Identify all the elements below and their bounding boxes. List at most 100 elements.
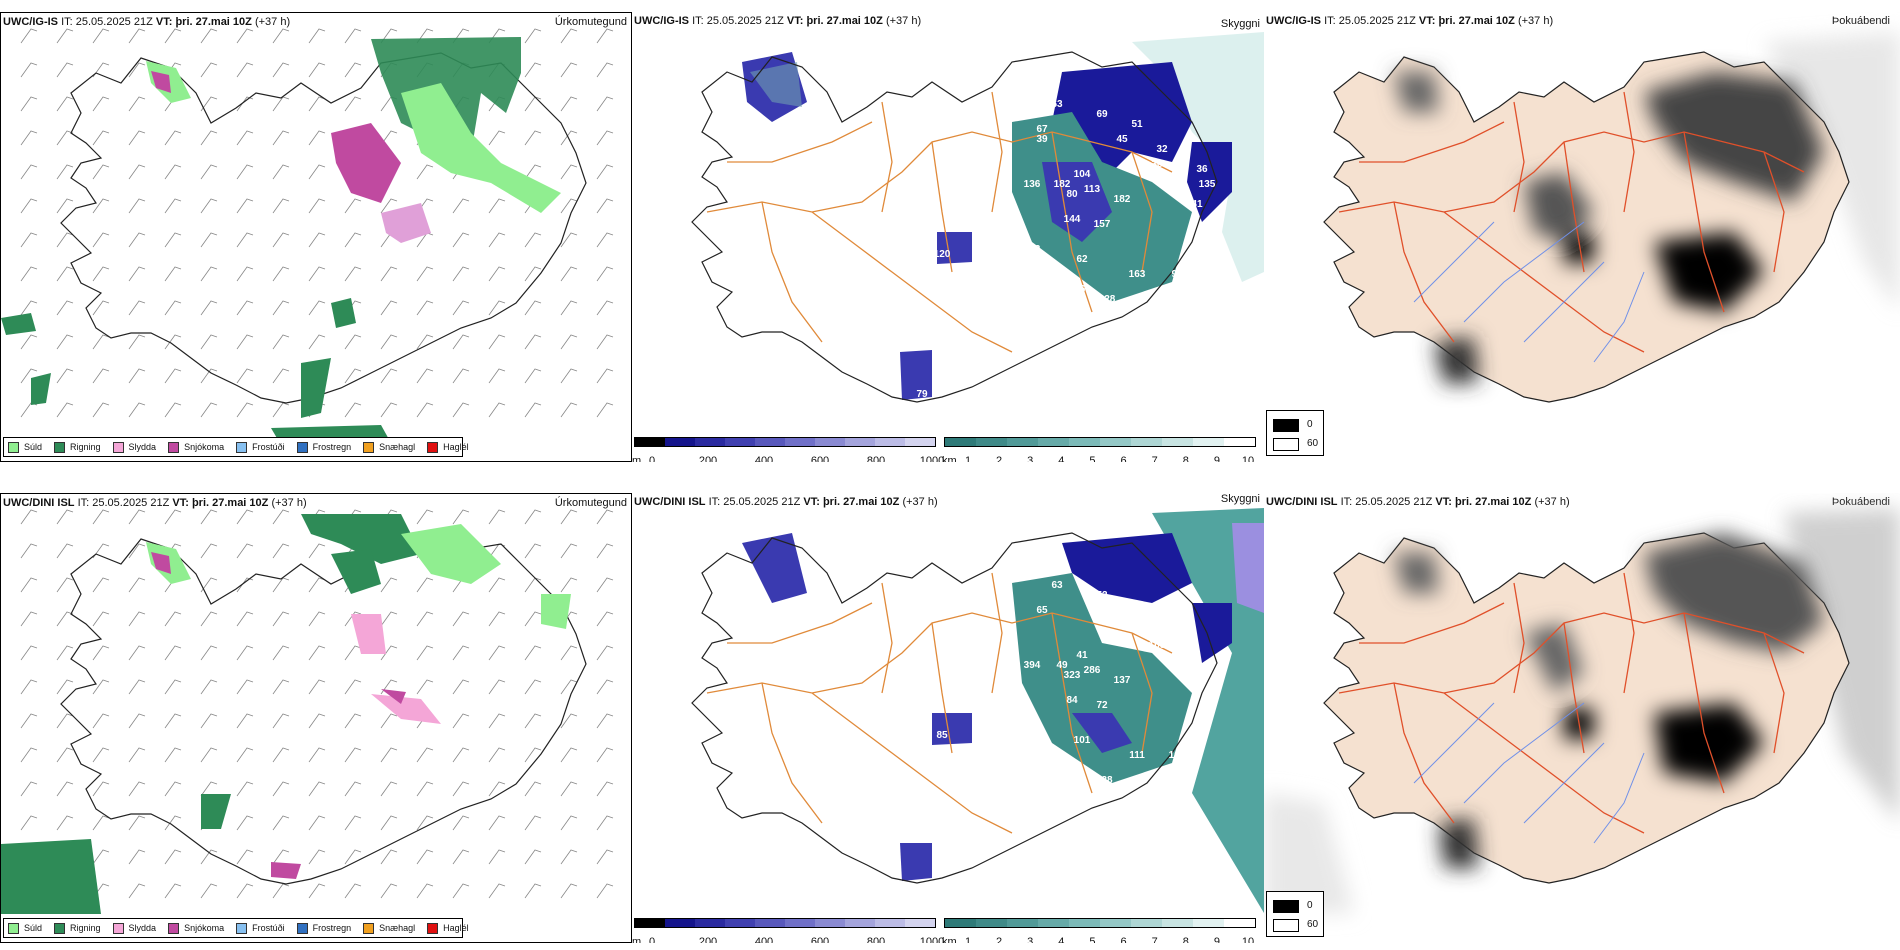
- wind-barb: [200, 96, 218, 112]
- wind-barb: [272, 164, 290, 180]
- wind-barb: [92, 198, 110, 214]
- wind-barb: [524, 28, 542, 44]
- visibility-panel-bottom: UWC/DINI ISL IT: 25.05.2025 21Z VT: þri.…: [632, 493, 1264, 943]
- legend-item-rigning: Rigning: [54, 922, 101, 934]
- fog-panel-top: UWC/IG-IS IT: 25.05.2025 21Z VT: þri. 27…: [1264, 12, 1900, 462]
- wind-barb: [308, 62, 326, 78]
- wind-barb: [20, 815, 38, 831]
- legend-item-frostregn: Frostregn: [296, 441, 351, 453]
- wind-barb: [524, 679, 542, 695]
- wind-barb: [128, 300, 146, 316]
- wind-barb: [560, 645, 578, 661]
- visibility-value: 125: [1024, 725, 1041, 736]
- legend-item-frostudi: Frostúði: [236, 922, 285, 934]
- wind-barb: [200, 645, 218, 661]
- colorbar-swatch: [755, 919, 785, 927]
- wind-barb: [20, 164, 38, 180]
- wind-barb: [308, 577, 326, 593]
- wind-barb: [596, 96, 614, 112]
- colorbar-tick-label: 4: [1058, 936, 1065, 943]
- colorbar-tick-label: 1: [964, 936, 972, 943]
- wind-barb: [56, 402, 74, 418]
- fog-legend-swatch-60: [1273, 919, 1299, 932]
- visibility-value: 109: [1149, 640, 1166, 651]
- wind-barb: [344, 781, 362, 797]
- colorbar-swatch: [665, 438, 695, 446]
- wind-barb: [92, 713, 110, 729]
- visibility-value: 102: [1169, 750, 1186, 761]
- wind-barb: [452, 747, 470, 763]
- wind-barb: [380, 815, 398, 831]
- panel-header: UWC/DINI ISL IT: 25.05.2025 21Z VT: þri.…: [1266, 496, 1570, 508]
- visibility-value: 51: [1131, 119, 1143, 130]
- legend-swatch: [112, 922, 124, 934]
- visibility-value: 36: [1196, 164, 1208, 175]
- wind-barb: [344, 713, 362, 729]
- wind-barb: [164, 28, 182, 44]
- wind-barb: [236, 130, 254, 146]
- fog-panel-bottom: UWC/DINI ISL IT: 25.05.2025 21Z VT: þri.…: [1264, 493, 1900, 943]
- wind-barb: [596, 781, 614, 797]
- wind-barb: [308, 543, 326, 559]
- wind-barb: [236, 645, 254, 661]
- wind-barb: [272, 266, 290, 282]
- precip-map: [1, 28, 614, 445]
- wind-barb: [488, 645, 506, 661]
- wind-barb: [236, 164, 254, 180]
- wind-barb: [236, 679, 254, 695]
- wind-barb: [20, 28, 38, 44]
- colorbar-tick-label: 10: [1241, 455, 1255, 462]
- visibility-value: 41: [1191, 199, 1203, 210]
- height-colorbar-swatches: [634, 437, 936, 447]
- wind-barb: [596, 198, 614, 214]
- colorbar-swatch: [1038, 919, 1069, 927]
- colorbar-swatch: [1162, 438, 1193, 446]
- wind-barb: [416, 611, 434, 627]
- wind-barb: [488, 368, 506, 384]
- legend-item-snjokoma: Snjókoma: [168, 441, 224, 453]
- wind-barb: [560, 543, 578, 559]
- colorbar-tick-label: 10: [1241, 936, 1255, 943]
- wind-barb: [416, 679, 434, 695]
- colorbar-swatch: [1131, 919, 1162, 927]
- wind-barb: [488, 266, 506, 282]
- colorbar-swatch: [1193, 919, 1224, 927]
- legend-swatch: [168, 441, 180, 453]
- wind-barb: [200, 543, 218, 559]
- wind-barb: [128, 577, 146, 593]
- wind-barb: [236, 543, 254, 559]
- colorbar-tick-label: 200: [698, 455, 718, 462]
- wind-barb: [380, 645, 398, 661]
- wind-barb: [524, 130, 542, 146]
- precip-areas: [1, 514, 571, 914]
- wind-barb: [236, 611, 254, 627]
- wind-barb: [236, 713, 254, 729]
- colorbar-swatch: [1100, 919, 1131, 927]
- wind-barb: [344, 815, 362, 831]
- visibility-value: 54: [1131, 600, 1143, 611]
- colorbar-swatch: [785, 919, 815, 927]
- legend-swatch: [296, 441, 308, 453]
- wind-barb: [92, 747, 110, 763]
- wind-barb: [92, 266, 110, 282]
- wind-barb: [308, 679, 326, 695]
- wind-barb: [20, 713, 38, 729]
- colorbar-tick-label: 8: [1182, 936, 1189, 943]
- colorbar-tick-label: 600: [810, 455, 830, 462]
- wind-barb: [560, 781, 578, 797]
- visibility-colorbar-swatches: [944, 437, 1256, 447]
- wind-barb: [128, 198, 146, 214]
- colorbar-swatch: [695, 438, 725, 446]
- wind-barb: [128, 402, 146, 418]
- wind-barb: [596, 62, 614, 78]
- wind-barb: [416, 781, 434, 797]
- wind-barb: [416, 747, 434, 763]
- wind-barb: [200, 62, 218, 78]
- fog-legend-label: 60: [1307, 438, 1319, 449]
- wind-barb: [308, 815, 326, 831]
- wind-barb: [380, 130, 398, 146]
- wind-barb: [416, 300, 434, 316]
- wind-barb: [308, 300, 326, 316]
